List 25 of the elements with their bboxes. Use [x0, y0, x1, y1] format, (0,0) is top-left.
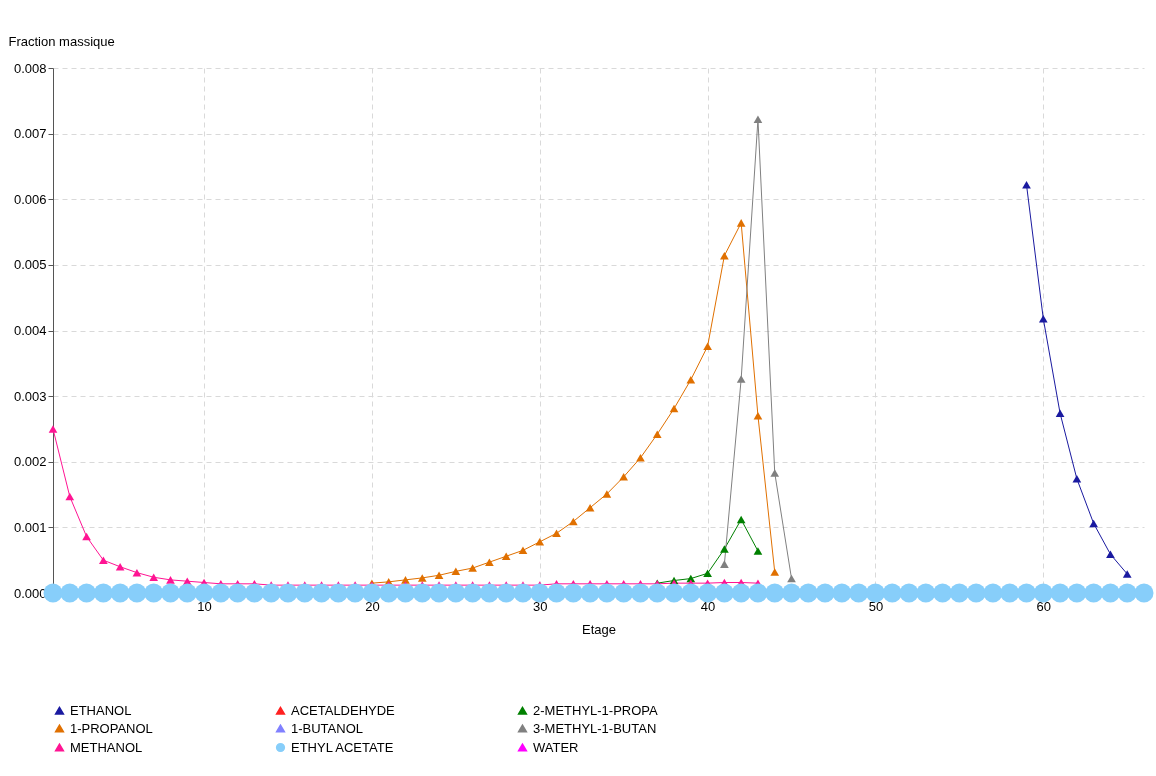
x-tick-label: 60	[1036, 598, 1052, 614]
x-tick-label: 40	[700, 598, 716, 614]
legend-label: ETHANOL	[70, 702, 132, 718]
x-tick-label: 50	[868, 598, 884, 614]
y-axis-title: Fraction massique	[8, 33, 115, 49]
y-tick-label: 0.001	[13, 519, 47, 535]
y-tick-label: 0.007	[13, 126, 47, 142]
y-tick-label: 0.006	[13, 191, 47, 207]
y-tick-label: 0.004	[13, 323, 47, 338]
y-tick-label: 0.008	[13, 60, 47, 76]
legend-label: 1-BUTANOL	[291, 720, 363, 736]
x-tick-label: 20	[365, 598, 380, 614]
legend-label: 3-METHYL-1-BUTAN	[533, 720, 657, 736]
x-tick-label: 30	[533, 598, 548, 614]
legend-label: 1-PROPANOL	[70, 720, 153, 736]
y-tick-label: 0.002	[13, 454, 47, 470]
y-tick-label: 0.005	[13, 257, 47, 273]
y-tick-label: 0.003	[13, 388, 47, 404]
legend-label: WATER	[533, 739, 579, 755]
legend-label: METHANOL	[70, 739, 143, 755]
legend-label: 2-METHYL-1-PROPA	[533, 702, 659, 718]
legend-label: ACETALDEHYDE	[291, 702, 396, 718]
x-axis-title: Etage	[582, 621, 616, 637]
x-tick-label: 10	[197, 598, 212, 614]
legend-label: ETHYL ACETATE	[291, 739, 394, 755]
